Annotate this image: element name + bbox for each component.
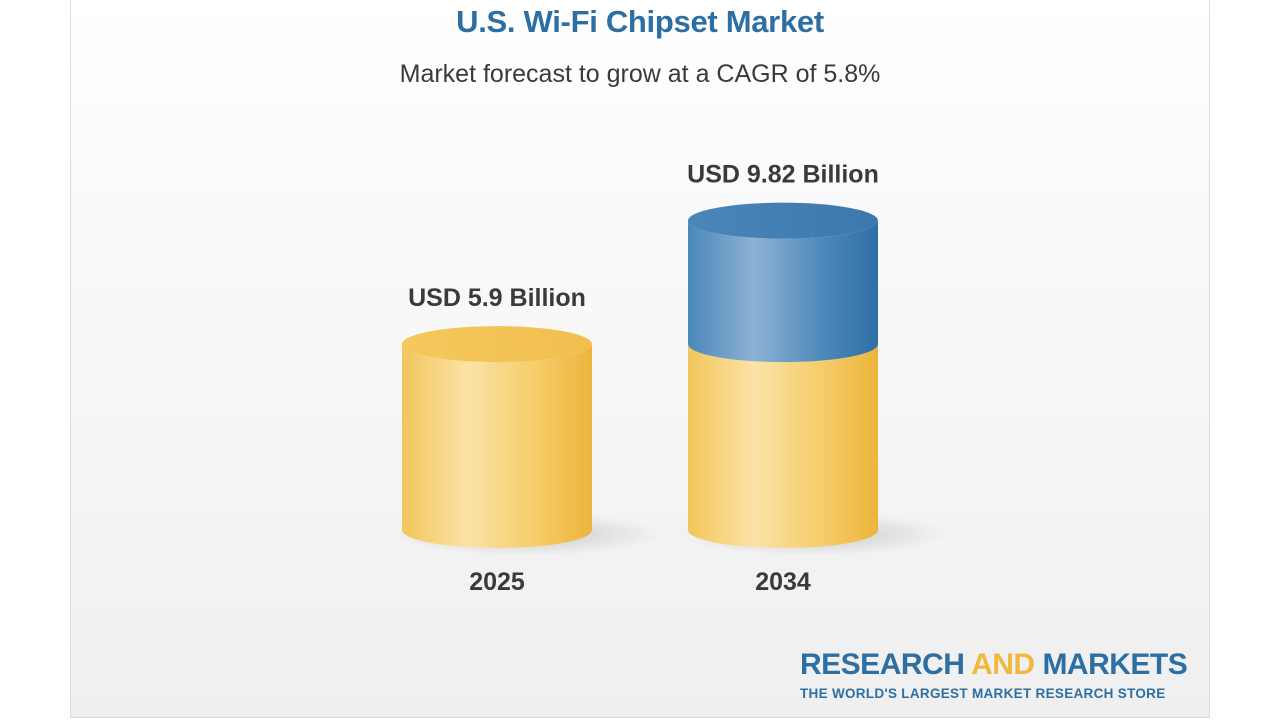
chart-title: U.S. Wi-Fi Chipset Market	[456, 4, 824, 39]
bar-top-cap	[402, 326, 592, 363]
data-label: USD 5.9 Billion	[408, 284, 586, 312]
bar-growth-segment	[688, 220, 878, 363]
bar-2034: USD 9.82 Billion 2034	[678, 161, 948, 596]
category-label: 2025	[469, 568, 525, 596]
data-label: USD 9.82 Billion	[687, 161, 879, 189]
bar-top-cap	[688, 202, 878, 239]
bar-base-segment	[688, 344, 878, 548]
category-label: 2034	[755, 568, 811, 596]
bar-2025: USD 5.9 Billion 2025	[392, 284, 662, 596]
bar-base-segment	[402, 344, 592, 548]
brand-word-research: RESEARCH	[800, 648, 965, 681]
chart-card	[70, 0, 1210, 718]
brand-logo: RESEARCH AND MARKETS THE WORLD'S LARGEST…	[800, 648, 1188, 701]
brand-name: RESEARCH AND MARKETS	[800, 648, 1188, 682]
brand-word-and: AND	[971, 648, 1035, 681]
chart-subtitle: Market forecast to grow at a CAGR of 5.8…	[399, 60, 881, 88]
brand-word-markets: MARKETS	[1042, 648, 1188, 681]
brand-tagline: THE WORLD'S LARGEST MARKET RESEARCH STOR…	[800, 686, 1166, 701]
